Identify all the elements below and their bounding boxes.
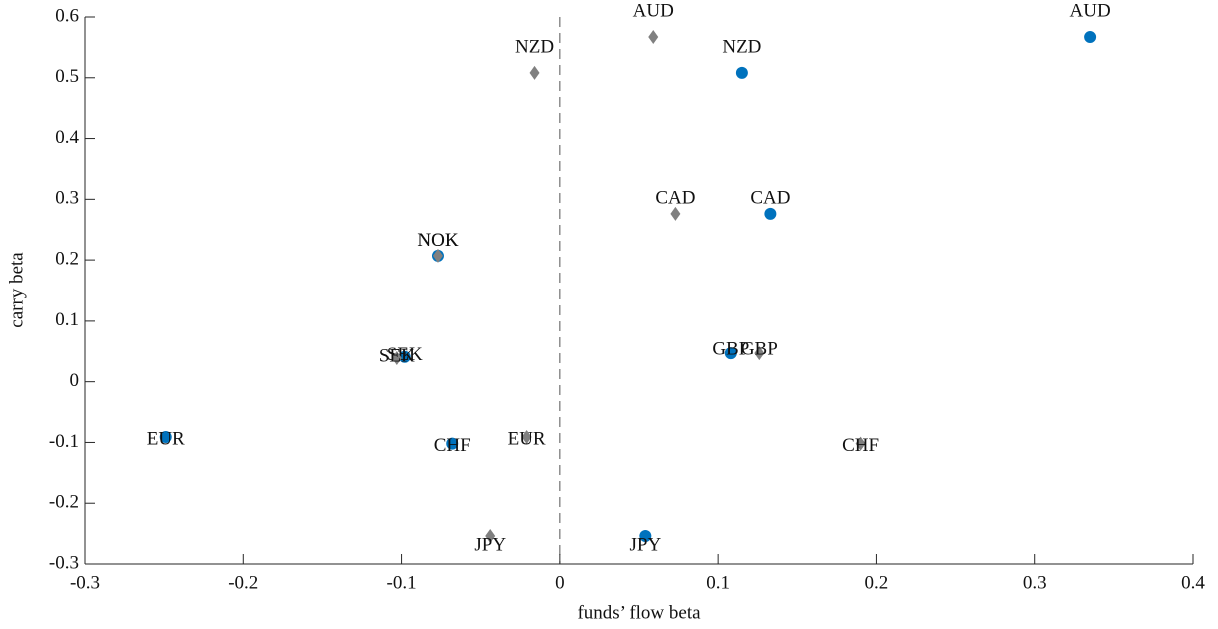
- diamond-point: [391, 350, 402, 365]
- y-tick-label: -0.3: [49, 552, 79, 573]
- point-label: JPY: [474, 534, 506, 555]
- diamond-point: [855, 436, 866, 451]
- circle-point: [1084, 31, 1097, 44]
- circle-point: [735, 66, 748, 79]
- x-tick-label: -0.1: [387, 572, 417, 593]
- x-tick-label: 0.3: [1023, 572, 1047, 593]
- diamond-point: [432, 248, 443, 263]
- point-label: AUD: [1070, 0, 1111, 21]
- x-tick-label: -0.3: [70, 572, 100, 593]
- diamond-point: [485, 529, 496, 544]
- y-tick-label: 0.3: [55, 188, 79, 209]
- circle-point: [446, 437, 459, 450]
- diamond-point: [529, 65, 540, 80]
- x-tick-label: 0.2: [865, 572, 889, 593]
- point-label: AUD: [633, 0, 674, 21]
- x-axis-label: funds’ flow beta: [577, 602, 701, 623]
- point-label: SEK: [379, 345, 415, 366]
- point-label: EUR: [147, 428, 185, 449]
- point-label: EUR: [508, 428, 546, 449]
- point-label: CHF: [842, 435, 879, 456]
- y-tick-label: 0.6: [55, 5, 79, 26]
- circle-point: [724, 347, 737, 360]
- y-tick-label: 0.1: [55, 309, 79, 330]
- circle-point: [764, 207, 777, 220]
- diamond-point: [670, 206, 681, 221]
- y-tick-label: -0.2: [49, 492, 79, 513]
- y-tick-label: 0.2: [55, 248, 79, 269]
- point-label: NOK: [417, 230, 458, 251]
- x-tick-label: 0.4: [1181, 572, 1205, 593]
- y-tick-label: -0.1: [49, 431, 79, 452]
- point-label: CAD: [655, 187, 695, 208]
- point-label: CHF: [434, 435, 471, 456]
- circle-point: [398, 350, 411, 363]
- y-tick-label: 0.5: [55, 66, 79, 87]
- x-tick-label: 0.1: [706, 572, 730, 593]
- point-label: NZD: [515, 36, 554, 57]
- diamond-point: [521, 429, 532, 444]
- point-label: GBP: [712, 338, 749, 359]
- point-label: NZD: [722, 36, 761, 57]
- diamond-point: [754, 346, 765, 361]
- point-label: NOK: [417, 230, 458, 251]
- point-label: GBP: [741, 338, 778, 359]
- x-tick-label: 0: [555, 572, 565, 593]
- point-label: CAD: [750, 187, 790, 208]
- y-tick-label: 0: [70, 370, 80, 391]
- y-tick-label: 0.4: [55, 127, 79, 148]
- diamond-point: [648, 30, 659, 45]
- point-label: JPY: [629, 534, 661, 555]
- circle-point: [159, 430, 172, 443]
- x-tick-label: -0.2: [228, 572, 258, 593]
- circle-point: [639, 530, 652, 543]
- y-axis-label: carry beta: [6, 252, 27, 328]
